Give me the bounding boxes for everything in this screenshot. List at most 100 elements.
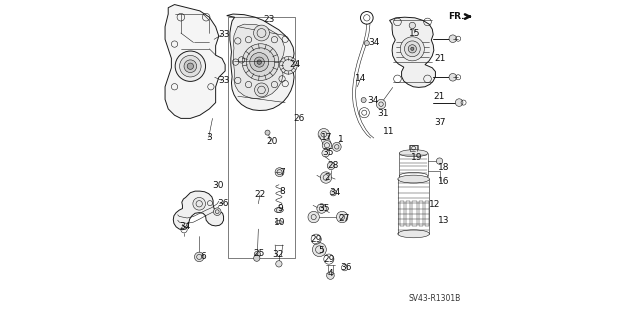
Circle shape [330,189,337,196]
Text: 8: 8 [279,187,285,196]
Circle shape [401,37,424,61]
Text: 29: 29 [310,235,322,244]
Text: 18: 18 [438,163,450,172]
Circle shape [308,211,319,223]
Text: 13: 13 [438,216,450,225]
Circle shape [404,41,420,57]
Text: FR.: FR. [449,12,465,21]
Text: 15: 15 [409,28,420,38]
Circle shape [276,261,282,267]
Circle shape [246,48,275,76]
Bar [228,17,294,257]
Ellipse shape [399,173,428,179]
Text: 22: 22 [254,190,266,199]
Text: 29: 29 [324,255,335,263]
Text: 4: 4 [328,269,333,278]
Circle shape [257,60,262,64]
Text: 33: 33 [218,76,229,85]
Text: 20: 20 [266,137,278,146]
Bar [400,201,404,226]
Circle shape [364,41,369,46]
Circle shape [195,252,204,262]
Bar [425,201,429,226]
Text: 1: 1 [338,135,344,145]
Text: 25: 25 [253,249,264,258]
Text: 26: 26 [294,114,305,123]
Circle shape [332,142,341,151]
Circle shape [436,158,443,164]
Circle shape [411,47,414,50]
Circle shape [409,22,415,29]
Text: 23: 23 [264,15,275,24]
Bar [419,201,423,226]
Text: SV43-R1301B: SV43-R1301B [408,293,461,302]
Circle shape [184,60,196,72]
Text: 28: 28 [328,161,339,170]
Circle shape [253,255,260,261]
Circle shape [320,172,332,183]
Circle shape [337,211,348,223]
Circle shape [318,129,330,140]
Text: 36: 36 [340,263,352,272]
Circle shape [175,51,205,81]
Text: 34: 34 [330,188,341,197]
Circle shape [322,141,332,150]
Circle shape [455,99,463,106]
Text: 34: 34 [179,222,190,231]
Text: 27: 27 [338,213,349,222]
Polygon shape [390,17,435,87]
Circle shape [255,83,268,97]
Text: 35: 35 [318,204,330,213]
Text: 17: 17 [321,133,332,142]
Polygon shape [227,14,294,110]
Text: 34: 34 [369,38,380,47]
Circle shape [449,35,456,42]
Polygon shape [234,24,285,99]
Text: 35: 35 [323,148,334,157]
Circle shape [317,204,326,213]
Circle shape [254,57,264,67]
Bar [406,201,410,226]
Text: 37: 37 [434,118,445,127]
Text: 30: 30 [212,181,224,190]
Text: 33: 33 [218,30,229,39]
Ellipse shape [275,208,284,213]
Circle shape [253,25,269,41]
Text: 12: 12 [429,200,440,209]
Polygon shape [173,191,223,230]
Text: 31: 31 [378,109,389,118]
Circle shape [376,100,386,109]
Circle shape [265,130,270,135]
Circle shape [361,98,366,103]
Text: 21: 21 [435,54,446,63]
Text: 21: 21 [433,92,445,101]
Ellipse shape [398,175,429,183]
Circle shape [193,197,205,210]
Ellipse shape [275,220,282,224]
Circle shape [326,272,334,279]
Circle shape [408,45,417,53]
Circle shape [322,149,330,157]
Circle shape [312,243,326,256]
Text: 19: 19 [411,153,422,162]
Text: 7: 7 [279,168,285,177]
Circle shape [242,44,279,80]
Circle shape [180,56,201,77]
Bar [408,145,418,151]
Text: 10: 10 [274,218,285,227]
Text: 3: 3 [206,133,212,142]
Text: 5: 5 [319,246,324,255]
Circle shape [280,56,297,74]
Text: 24: 24 [289,60,300,69]
Circle shape [327,162,335,170]
Text: 32: 32 [273,250,284,259]
Text: 11: 11 [383,127,395,136]
Circle shape [275,168,284,177]
Circle shape [254,251,260,257]
Text: 14: 14 [355,74,366,83]
Circle shape [449,73,456,81]
Circle shape [187,63,193,69]
Text: 6: 6 [200,252,206,261]
Text: 16: 16 [438,176,450,186]
Text: 36: 36 [217,199,228,208]
